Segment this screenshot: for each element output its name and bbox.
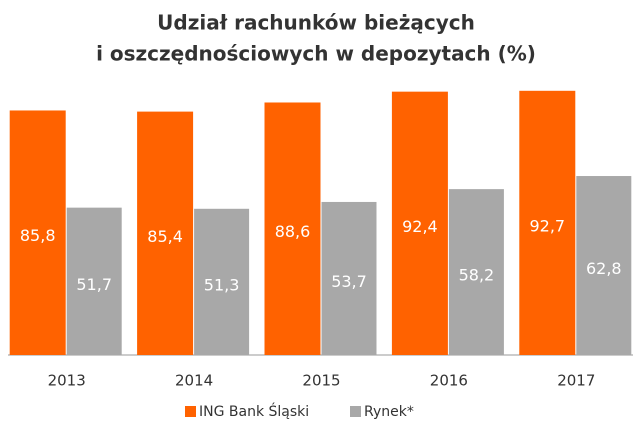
legend-label: ING Bank Śląski xyxy=(199,402,309,420)
bar xyxy=(391,91,448,355)
x-tick-label: 2015 xyxy=(302,372,340,390)
bar xyxy=(9,110,66,355)
data-label: 88,6 xyxy=(275,222,311,241)
bar xyxy=(194,208,250,355)
bar xyxy=(448,189,504,355)
bar xyxy=(66,207,122,355)
data-label: 85,8 xyxy=(20,226,56,245)
data-label: 92,4 xyxy=(402,217,438,236)
data-label: 62,8 xyxy=(586,259,622,278)
data-label: 92,7 xyxy=(529,216,565,235)
x-tick-label: 2016 xyxy=(430,372,468,390)
data-label: 51,7 xyxy=(76,275,112,294)
x-tick-label: 2017 xyxy=(557,372,595,390)
bar xyxy=(321,201,377,355)
x-tick-label: 2013 xyxy=(48,372,86,390)
bar xyxy=(137,111,194,355)
legend-label: Rynek* xyxy=(364,404,414,420)
data-label: 85,4 xyxy=(147,227,183,246)
data-label: 51,3 xyxy=(204,275,240,294)
bar xyxy=(519,90,576,356)
x-tick-label: 2014 xyxy=(175,372,213,390)
bar xyxy=(264,102,321,356)
bar xyxy=(576,176,632,355)
chart-title: i oszczędnościowych w depozytach (%) xyxy=(96,42,536,66)
legend-swatch xyxy=(350,406,361,417)
data-label: 58,2 xyxy=(459,266,495,285)
data-label: 53,7 xyxy=(331,272,367,291)
chart-title: Udział rachunków bieżących xyxy=(157,11,475,35)
legend-swatch xyxy=(185,406,196,417)
